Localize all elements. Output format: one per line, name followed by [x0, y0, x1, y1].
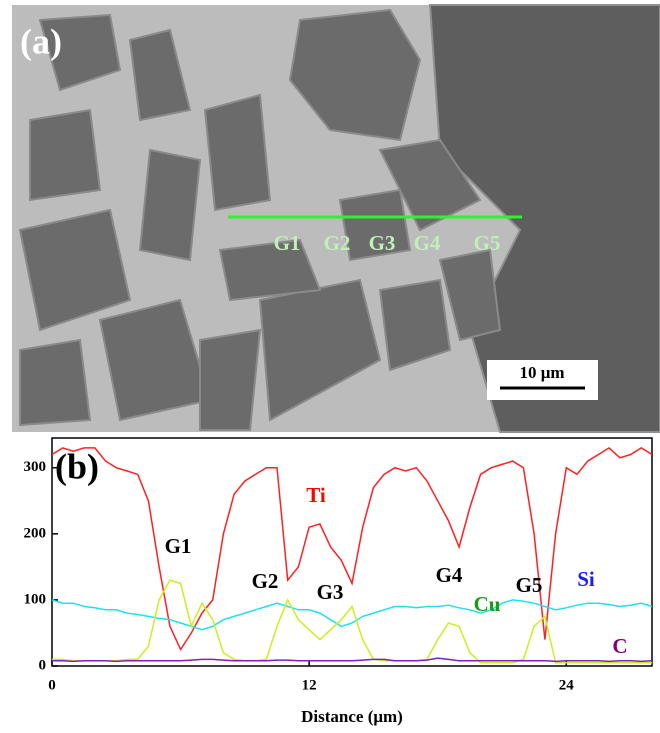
- x-axis-label: Distance (μm): [301, 707, 403, 726]
- grain: [200, 330, 260, 430]
- annotation: G3: [317, 580, 344, 604]
- annotation: G1: [165, 534, 192, 558]
- marker-label: G5: [474, 231, 501, 255]
- series-label: Si: [577, 567, 595, 591]
- grain: [30, 110, 100, 200]
- scale-bar-label: 10 μm: [519, 363, 564, 382]
- grain: [205, 95, 270, 210]
- y-tick-label: 200: [24, 525, 47, 541]
- y-tick-label: 300: [24, 459, 47, 475]
- figure: (a) G1 G2 G3 G4 G5 10 μm 0 100 200 300 0 12 24 Dist…: [0, 0, 660, 733]
- series-line: [52, 658, 652, 661]
- series-line: [52, 580, 652, 663]
- grain: [140, 150, 200, 260]
- plot-frame: [52, 438, 652, 666]
- panel-label: (b): [55, 446, 99, 486]
- y-tick-label: 100: [24, 591, 47, 607]
- sem-image: (a) G1 G2 G3 G4 G5 10 μm: [12, 5, 660, 432]
- y-tick-label: 0: [39, 657, 47, 673]
- marker-label: G1: [274, 231, 301, 255]
- x-tick-label: 12: [302, 677, 317, 693]
- marker-label: G2: [324, 231, 351, 255]
- series-label: Ti: [306, 483, 326, 507]
- series-line: [52, 600, 652, 630]
- series-label: C: [612, 634, 627, 658]
- annotation: G2: [252, 569, 279, 593]
- series-label: Cu: [474, 592, 501, 616]
- grain: [20, 340, 90, 425]
- annotation: G5: [516, 573, 543, 597]
- series-line: [52, 448, 652, 650]
- annotation: G4: [436, 563, 463, 587]
- x-tick-label: 0: [48, 677, 56, 693]
- x-tick-label: 24: [559, 677, 575, 693]
- panel-label: (a): [20, 21, 62, 61]
- marker-label: G3: [369, 231, 396, 255]
- line-chart: 0 100 200 300 0 12 24 Distance (μm) Ti Si Cu C G1 G2 G…: [24, 438, 653, 726]
- marker-label: G4: [414, 231, 441, 255]
